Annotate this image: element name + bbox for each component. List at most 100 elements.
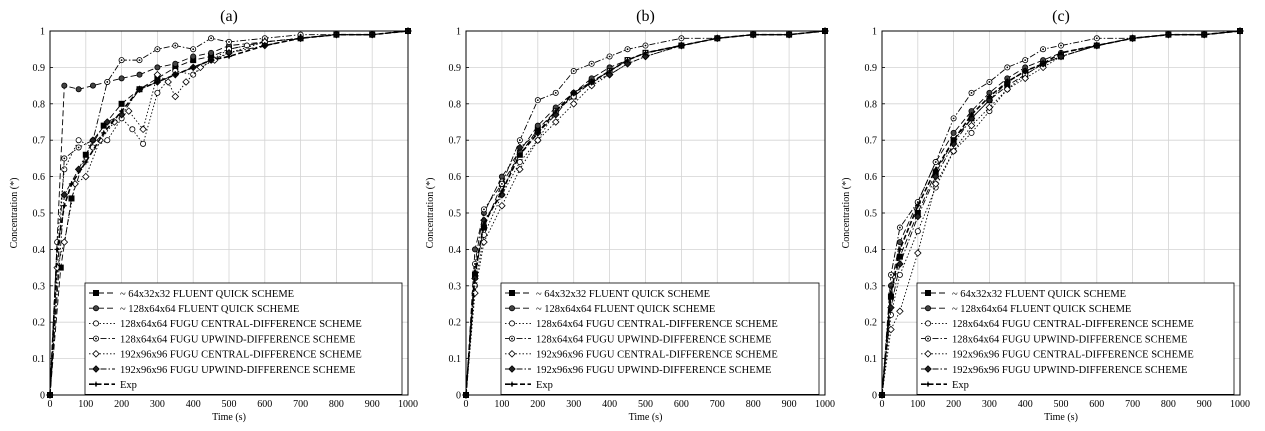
legend-label: 128x64x64 FUGU UPWIND-DIFFERENCE SCHEME	[120, 334, 355, 345]
data-point	[678, 42, 684, 49]
x-tick-label: 200	[946, 399, 961, 410]
data-point	[607, 68, 613, 74]
legend-label: 192x96x96 FUGU UPWIND-DIFFERENCE SCHEME	[536, 365, 771, 376]
legend-marker	[509, 381, 515, 387]
y-axis-label: Concentration (*)	[9, 178, 20, 249]
data-point	[208, 49, 215, 56]
series-line	[465, 30, 826, 396]
data-point	[89, 136, 97, 144]
y-tick-label: 0.1	[865, 354, 878, 365]
y-tick-label: 0.9	[33, 63, 46, 74]
y-tick-label: 0.8	[449, 99, 462, 110]
data-point	[516, 137, 523, 144]
data-point	[516, 159, 523, 166]
data-point	[225, 38, 232, 45]
x-tick-label: 0	[48, 399, 53, 410]
data-point	[164, 78, 172, 86]
y-tick-label: 0.3	[865, 281, 878, 292]
data-point	[61, 166, 68, 173]
legend-marker	[924, 365, 932, 373]
data-point	[1004, 64, 1011, 71]
data-point	[136, 86, 143, 92]
panel-title: (b)	[636, 8, 655, 25]
y-tick-label: 0.1	[449, 354, 462, 365]
data-point	[951, 137, 957, 143]
y-tick-label: 0.9	[449, 63, 462, 74]
data-point	[60, 191, 69, 199]
legend-marker	[508, 335, 515, 342]
legend-label: ~ 128x64x64 FLUENT QUICK SCHEME	[120, 304, 299, 315]
data-point	[986, 93, 992, 100]
chart-panel-b: 0 100 200 300 400 500 600 700 800 900 1000 0 0.1 0.2 0…	[425, 8, 835, 423]
data-point	[480, 206, 487, 213]
data-point	[190, 46, 197, 53]
legend-marker	[508, 320, 515, 327]
chart-panel-c: 0 100 200 300 400 500 600 700 800 900 1000 0 0.1 0.2 0…	[841, 8, 1250, 423]
data-point	[54, 246, 60, 252]
legend-marker	[93, 381, 99, 387]
legend-item: 128x64x64 FUGU CENTRAL-DIFFERENCE SCHEME	[89, 319, 362, 330]
y-tick-label: 0.2	[33, 318, 46, 329]
x-tick-label: 300	[566, 399, 581, 410]
data-point	[968, 112, 975, 118]
data-point	[985, 96, 994, 104]
y-tick-label: 0	[40, 391, 45, 402]
data-point	[47, 392, 53, 398]
data-point	[172, 72, 178, 78]
data-point	[119, 108, 125, 114]
x-tick-label: 600	[674, 399, 689, 410]
y-tick-label: 1	[456, 27, 461, 38]
legend-marker	[93, 305, 100, 312]
y-tick-label: 0.2	[865, 318, 878, 329]
x-tick-label: 400	[602, 399, 617, 410]
data-point	[1201, 32, 1207, 38]
legend-marker	[925, 320, 932, 327]
data-point	[1058, 50, 1064, 56]
data-point	[89, 82, 96, 89]
data-point	[570, 68, 577, 75]
x-tick-label: 300	[982, 399, 997, 410]
data-point	[623, 59, 632, 68]
panel-title: (a)	[220, 8, 238, 25]
data-point	[463, 392, 469, 398]
data-point	[1130, 35, 1136, 41]
x-axis-label: Time (s)	[629, 412, 663, 423]
data-point	[499, 188, 505, 194]
data-point	[262, 42, 268, 49]
legend-item: ~ 64x32x32 FLUENT QUICK SCHEME	[505, 289, 710, 300]
data-point	[103, 118, 112, 126]
legend-label: 192x96x96 FUGU UPWIND-DIFFERENCE SCHEME	[120, 365, 355, 376]
legend-item: 192x96x96 FUGU CENTRAL-DIFFERENCE SCHEME	[921, 350, 1194, 361]
data-point	[110, 118, 119, 126]
x-tick-label: 800	[1161, 399, 1176, 410]
data-point	[101, 130, 107, 136]
legend-label: 192x96x96 FUGU CENTRAL-DIFFERENCE SCHEME	[120, 350, 362, 361]
data-point	[154, 46, 161, 53]
x-tick-label: 0	[880, 399, 885, 410]
y-tick-label: 1	[40, 27, 45, 38]
data-point	[75, 86, 82, 93]
legend-item: ~ 128x64x64 FLUENT QUICK SCHEME	[89, 304, 299, 315]
data-point	[551, 118, 560, 126]
data-point	[61, 155, 68, 162]
data-point	[1022, 57, 1029, 64]
legend-item: 192x96x96 FUGU UPWIND-DIFFERENCE SCHEME	[505, 365, 771, 376]
data-point	[1004, 79, 1010, 85]
data-point	[136, 57, 143, 64]
legend-marker	[93, 335, 100, 342]
legend-item: 192x96x96 FUGU UPWIND-DIFFERENCE SCHEME	[921, 365, 1187, 376]
data-point	[888, 290, 894, 296]
data-point	[915, 203, 921, 209]
data-point	[1021, 74, 1029, 83]
series-7	[463, 28, 828, 398]
data-point	[68, 195, 75, 202]
y-tick-label: 0.7	[449, 136, 462, 147]
legend-marker	[92, 350, 100, 358]
data-point	[896, 307, 904, 316]
legend-label: ~ 128x64x64 FLUENT QUICK SCHEME	[952, 304, 1131, 315]
data-point	[887, 303, 895, 312]
data-point	[1057, 52, 1065, 61]
data-point	[172, 60, 179, 67]
y-tick-label: 0.6	[33, 172, 46, 183]
